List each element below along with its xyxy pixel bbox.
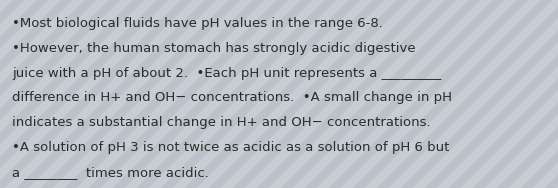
Text: •A solution of pH 3 is not twice as acidic as a solution of pH 6 but: •A solution of pH 3 is not twice as acid…	[12, 141, 450, 154]
Text: juice with a pH of about 2.  •Each pH unit represents a _________: juice with a pH of about 2. •Each pH uni…	[12, 67, 441, 80]
Text: •However, the human stomach has strongly acidic digestive: •However, the human stomach has strongly…	[12, 42, 416, 55]
Text: difference in H+ and OH− concentrations.  •A small change in pH: difference in H+ and OH− concentrations.…	[12, 91, 453, 104]
Text: indicates a substantial change in H+ and OH− concentrations.: indicates a substantial change in H+ and…	[12, 116, 431, 129]
Text: •Most biological fluids have pH values in the range 6-8.: •Most biological fluids have pH values i…	[12, 17, 383, 30]
Text: a ________  times more acidic.: a ________ times more acidic.	[12, 166, 209, 179]
